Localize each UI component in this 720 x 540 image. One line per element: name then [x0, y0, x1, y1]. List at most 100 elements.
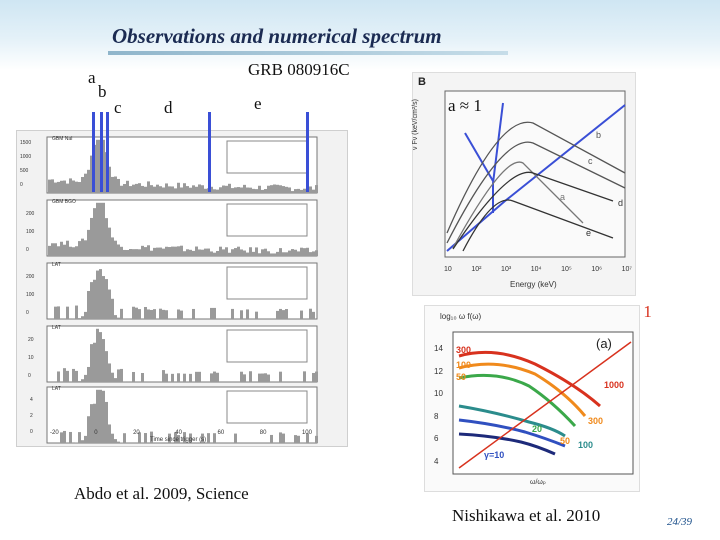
lightcurve-bar [249, 187, 252, 193]
lightcurve-bar [267, 374, 270, 382]
lightcurve-bar [276, 310, 279, 319]
lightcurve-bar [210, 373, 213, 382]
lightcurve-bar [156, 247, 159, 256]
lightcurve-bar [276, 184, 279, 193]
lightcurve-bar [228, 252, 231, 256]
lightcurve-bar [123, 184, 126, 193]
lc-y-tick: 1000 [20, 154, 32, 160]
citation-right: Nishikawa et al. 2010 [452, 506, 601, 525]
lightcurve-bar [279, 185, 282, 193]
lightcurve-bar [117, 178, 120, 193]
simulation-figure [424, 305, 640, 492]
lightcurve-bar [159, 308, 162, 319]
lightcurve-inset [226, 390, 308, 424]
sim-label-1000: 1000 [604, 380, 625, 390]
simulation-curve-teal [458, 404, 566, 438]
lc-y-ticks-5: 4 2 0 [30, 392, 33, 440]
lightcurve-bar [84, 173, 87, 193]
lightcurve-bar [99, 269, 102, 319]
lightcurve-bar [96, 202, 99, 256]
lightcurve-bar [240, 187, 243, 193]
marker-line-b [100, 112, 103, 192]
lightcurve-bar [150, 431, 153, 443]
lightcurve-bar [84, 240, 87, 256]
lightcurve-bar [78, 241, 81, 256]
lightcurve-bar [126, 180, 129, 193]
lightcurve-bar [180, 245, 183, 256]
lightcurve-bar [93, 279, 96, 319]
lightcurve-bar [273, 253, 276, 256]
title-underline [108, 51, 508, 55]
lightcurve-bar [213, 433, 216, 443]
lightcurve-bar [309, 252, 312, 256]
lightcurve-bar [123, 433, 126, 443]
lightcurve-bar [168, 247, 171, 256]
lightcurve-bar [159, 186, 162, 193]
lightcurve-x-ticks: -20 0 20 40 60 80 100 [16, 430, 346, 436]
lightcurve-bar [279, 371, 282, 382]
lc-x-tick: 100 [301, 430, 312, 436]
lightcurve-bar [183, 432, 186, 443]
lightcurve-bar [174, 246, 177, 256]
spectrum-curve-label-a: a [560, 192, 566, 202]
lightcurve-bar [300, 189, 303, 193]
spectrum-x-ticks: 10 10² 10³ 10⁴ 10⁵ 10⁶ 10⁷ [444, 266, 632, 273]
lightcurve-bar [258, 185, 261, 193]
lightcurve-bar [186, 249, 189, 256]
lightcurve-bar [246, 309, 249, 319]
lightcurve-bar [183, 373, 186, 382]
lightcurve-bar [57, 306, 60, 319]
lightcurve-bar [147, 181, 150, 193]
lightcurve-bar [201, 185, 204, 193]
lightcurve-bar [210, 251, 213, 256]
lightcurve-bar [117, 369, 120, 382]
lightcurve-bar [126, 249, 129, 256]
lightcurve-bar [138, 432, 141, 443]
lightcurve-bar [78, 182, 81, 193]
lightcurve-bar [225, 247, 228, 256]
lightcurve-bar [177, 182, 180, 193]
lightcurve-bar [153, 247, 156, 256]
lightcurve-bar [132, 306, 135, 319]
citation-left: Abdo et al. 2009, Science [74, 484, 249, 503]
simulation-curve-green [458, 373, 577, 428]
lightcurve-bar [294, 435, 297, 443]
spectrum-x-tick: 10² [471, 266, 482, 273]
lc-x-tick: 0 [94, 430, 98, 436]
lightcurve-bar [309, 186, 312, 193]
lc-y-tick: 0 [30, 429, 33, 435]
lightcurve-bar [117, 441, 120, 443]
lightcurve-bar [237, 246, 240, 256]
header-banner [0, 0, 720, 70]
lightcurve-bar [75, 305, 78, 319]
lightcurve-bar [312, 372, 315, 382]
lightcurve-bar [261, 189, 264, 193]
lightcurve-bar [93, 208, 96, 256]
lightcurve-bar [147, 309, 150, 319]
lc-y-tick: 10 [28, 355, 34, 361]
lightcurve-bar [264, 189, 267, 193]
lightcurve-bar [138, 309, 141, 319]
lightcurve-bar [234, 248, 237, 256]
lc-y-tick: 200 [26, 274, 35, 280]
lightcurve-bar [90, 155, 93, 193]
lightcurve-bar [63, 430, 66, 443]
marker-label-b: b [98, 82, 107, 101]
lightcurve-bar [270, 434, 273, 443]
lightcurve-bar [69, 178, 72, 193]
simulation-curve-navy [458, 432, 556, 456]
simulation-panel-tag: (a) [596, 336, 612, 351]
marker-line-a [92, 112, 95, 192]
lightcurve-bar [78, 432, 81, 443]
lc-y-tick: 100 [26, 229, 35, 235]
lightcurve-bar [246, 187, 249, 193]
lightcurve-bar [207, 433, 210, 443]
lightcurve-bar [102, 390, 105, 443]
lightcurve-bar [189, 187, 192, 193]
lc-y-tick: 200 [26, 211, 35, 217]
grb-label: GRB 080916C [248, 60, 350, 79]
lc-panel-label-3: LAT [52, 262, 61, 268]
lightcurve-bar [165, 310, 168, 319]
lightcurve-bar [186, 186, 189, 193]
lightcurve-bar [312, 311, 315, 319]
